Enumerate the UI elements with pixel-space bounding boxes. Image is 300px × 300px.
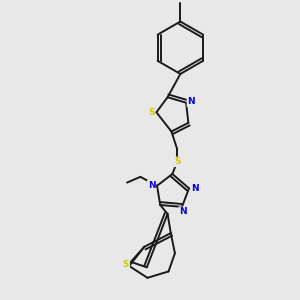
- Text: N: N: [191, 184, 199, 193]
- Text: S: S: [123, 260, 129, 269]
- Text: N: N: [179, 207, 187, 216]
- Text: S: S: [174, 157, 181, 166]
- Text: N: N: [148, 181, 155, 190]
- Text: S: S: [148, 108, 154, 117]
- Text: N: N: [188, 97, 195, 106]
